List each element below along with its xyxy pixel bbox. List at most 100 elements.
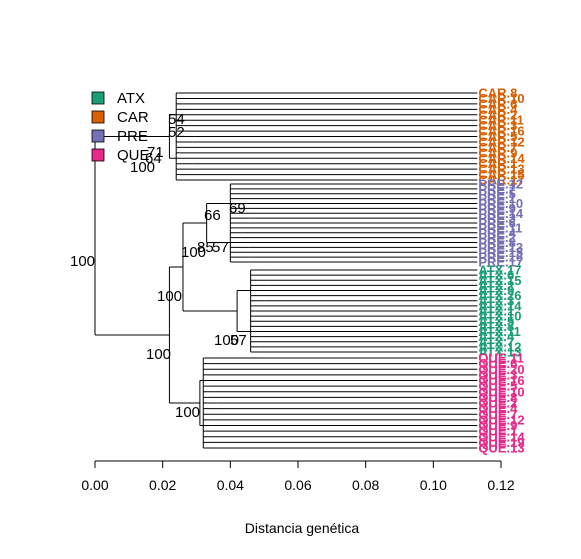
tip-label-pre-13: PRE.13 xyxy=(478,240,523,255)
tip-label-pre-15: PRE.15 xyxy=(478,245,523,260)
support-value: 52 xyxy=(168,124,185,141)
support-value: 71 xyxy=(147,144,164,161)
tip-label-atx-4: ATX.4 xyxy=(478,329,515,344)
support-value: 64 xyxy=(145,150,162,167)
x-tick-label: 0.06 xyxy=(284,477,311,493)
tip-label-pre-16: PRE.16 xyxy=(478,250,523,265)
tip-label-car-1: CAR.1 xyxy=(478,156,517,171)
tip-label-atx-13: ATX.13 xyxy=(478,345,521,360)
tip-label-atx-1: ATX.1 xyxy=(478,304,514,319)
legend-label-atx: ATX xyxy=(117,90,145,107)
support-value: 85 xyxy=(197,239,214,256)
legend-swatch-que xyxy=(91,148,105,162)
tip-label-atx-15: ATX.15 xyxy=(478,273,521,288)
tip-label-atx-6: ATX.6 xyxy=(478,268,514,283)
tip-label-pre-5: PRE.5 xyxy=(478,186,516,201)
tip-label-que-6: QUE.6 xyxy=(478,356,517,371)
tip-label-car-3: CAR.3 xyxy=(478,118,517,133)
legend-label-que: QUE xyxy=(117,147,150,164)
tip-label-atx-8: ATX.8 xyxy=(478,319,514,334)
tip-label-que-13: QUE.13 xyxy=(478,441,524,456)
tip-label-pre-4: PRE.4 xyxy=(478,225,516,240)
support-value: 100 xyxy=(214,332,239,349)
tip-label-pre-14: PRE.14 xyxy=(478,206,524,221)
tip-label-atx-10: ATX.10 xyxy=(478,309,521,324)
tip-label-que-14: QUE.14 xyxy=(478,429,525,444)
tip-label-atx-2: ATX.2 xyxy=(478,278,514,293)
tip-label-car-10: CAR.10 xyxy=(478,91,524,106)
support-value: 100 xyxy=(181,244,206,261)
legend-label-car: CAR xyxy=(117,109,149,126)
tip-label-que-9: QUE.9 xyxy=(478,418,517,433)
tip-label-pre-1: PRE.1 xyxy=(478,191,516,206)
tip-label-que-1: QUE.1 xyxy=(478,424,517,439)
tip-label-car-13: CAR.13 xyxy=(478,162,524,177)
tip-label-pre-2: PRE.2 xyxy=(478,230,516,245)
support-value: 66 xyxy=(204,207,221,224)
support-value: 57 xyxy=(230,332,247,349)
tip-label-atx-7: ATX.7 xyxy=(478,334,514,349)
tip-label-car-6: CAR.6 xyxy=(478,96,517,111)
support-value: 100 xyxy=(146,346,171,363)
tip-label-atx-9: ATX.9 xyxy=(478,283,514,298)
tip-label-atx-3: ATX.3 xyxy=(478,293,514,308)
support-value: 54 xyxy=(168,111,185,128)
tip-label-car-16: CAR.16 xyxy=(478,124,524,139)
tip-label-car-14: CAR.14 xyxy=(478,151,525,166)
legend-swatch-pre xyxy=(91,129,105,143)
x-tick-label: 0.08 xyxy=(352,477,379,493)
tip-label-que-7: QUE.7 xyxy=(478,407,517,422)
tip-label-pre-6: PRE.6 xyxy=(478,216,516,231)
tip-label-que-4: QUE.4 xyxy=(478,401,518,416)
legend-label-pre: PRE xyxy=(117,128,148,145)
x-tick-label: 0.10 xyxy=(420,477,447,493)
legend: ATX CAR PRE QUE xyxy=(91,90,150,164)
x-tick-label: 0.12 xyxy=(487,477,514,493)
support-value: 100 xyxy=(130,159,155,176)
tip-label-que-5: QUE.5 xyxy=(478,379,517,394)
tip-label-que-10: QUE.10 xyxy=(478,384,524,399)
legend-swatch-car xyxy=(91,110,105,124)
tip-label-atx-17: ATX.17 xyxy=(478,263,521,278)
tip-label-pre-8: PRE.8 xyxy=(478,235,516,250)
x-tick-label: 0.00 xyxy=(81,477,108,493)
tip-labels: CAR.8CAR.10CAR.6CAR.4CAR.2CAR.11CAR.3CAR… xyxy=(478,86,525,456)
support-value: 69 xyxy=(229,200,246,217)
tip-label-car-17: CAR.17 xyxy=(478,173,524,188)
tip-label-pre-3: PRE.3 xyxy=(478,211,516,226)
tip-label-car-5: CAR.5 xyxy=(478,129,517,144)
tip-label-atx-5: ATX.5 xyxy=(478,314,514,329)
tip-label-car-12: CAR.12 xyxy=(478,134,524,149)
x-axis: 0.00 0.02 0.04 0.06 0.08 0.10 0.12 xyxy=(81,460,515,493)
tip-label-car-2: CAR.2 xyxy=(478,107,517,122)
support-value: 100 xyxy=(175,404,200,421)
tree-branches xyxy=(94,92,478,449)
tip-label-que-2: QUE.2 xyxy=(478,396,517,411)
tip-label-pre-12: PRE.12 xyxy=(478,177,523,192)
tip-label-pre-7: PRE.7 xyxy=(478,181,516,196)
tip-label-que-20: QUE.20 xyxy=(478,362,524,377)
tip-label-car-9: CAR.9 xyxy=(478,145,517,160)
tip-label-car-11: CAR.11 xyxy=(478,113,524,128)
tip-label-car-8: CAR.8 xyxy=(478,86,517,101)
tip-label-pre-17: PRE.17 xyxy=(478,255,523,270)
tip-label-car-4: CAR.4 xyxy=(478,102,518,117)
tip-label-car-7: CAR.7 xyxy=(478,140,517,155)
tip-label-pre-10: PRE.10 xyxy=(478,196,523,211)
tip-label-atx-12: ATX.12 xyxy=(478,339,521,354)
tip-label-pre-9: PRE.9 xyxy=(478,201,516,216)
tip-label-atx-26: ATX.26 xyxy=(478,288,521,303)
tip-label-que-8: QUE.8 xyxy=(478,390,517,405)
tip-label-que-11: QUE.11 xyxy=(478,351,524,366)
support-value: 100 xyxy=(157,288,182,305)
support-value: 57 xyxy=(212,239,229,256)
x-axis-title: Distancia genética xyxy=(245,520,360,536)
tip-label-pre-11: PRE.11 xyxy=(478,220,522,235)
tip-label-que-12: QUE.12 xyxy=(478,412,524,427)
tip-label-atx-14: ATX.14 xyxy=(478,298,522,313)
tip-label-que-19: QUE.19 xyxy=(478,435,524,450)
x-tick-label: 0.04 xyxy=(217,477,244,493)
tip-label-car-15: CAR.15 xyxy=(478,167,524,182)
support-value: 100 xyxy=(70,253,95,270)
